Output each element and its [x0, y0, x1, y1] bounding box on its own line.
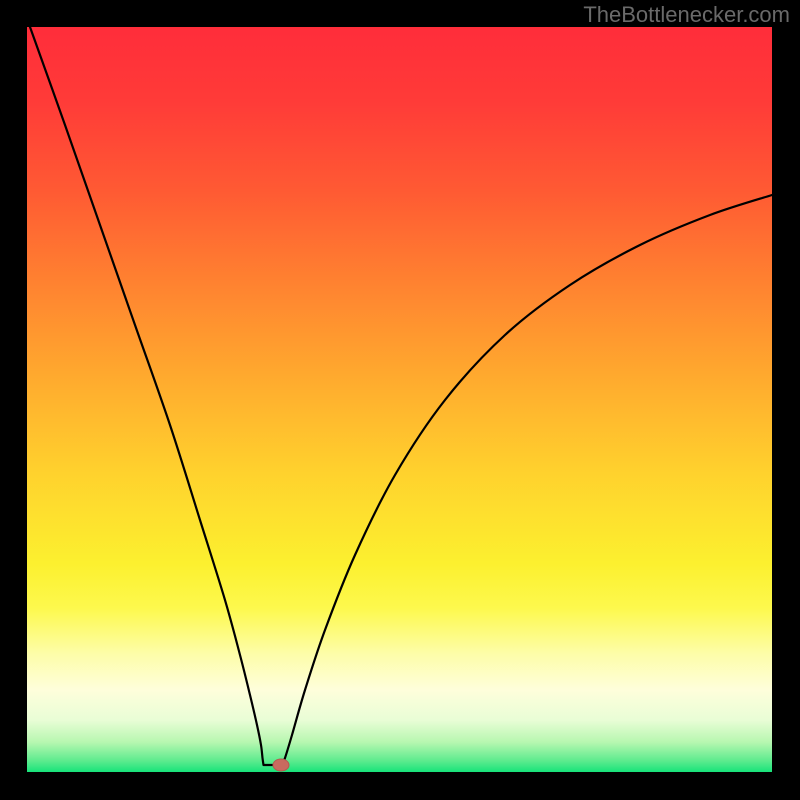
chart-container: TheBottlenecker.com	[0, 0, 800, 800]
watermark-text: TheBottlenecker.com	[583, 2, 790, 28]
plot-area	[27, 27, 772, 772]
gradient-background	[27, 27, 772, 772]
optimal-point-marker	[273, 759, 289, 771]
chart-svg	[27, 27, 772, 772]
